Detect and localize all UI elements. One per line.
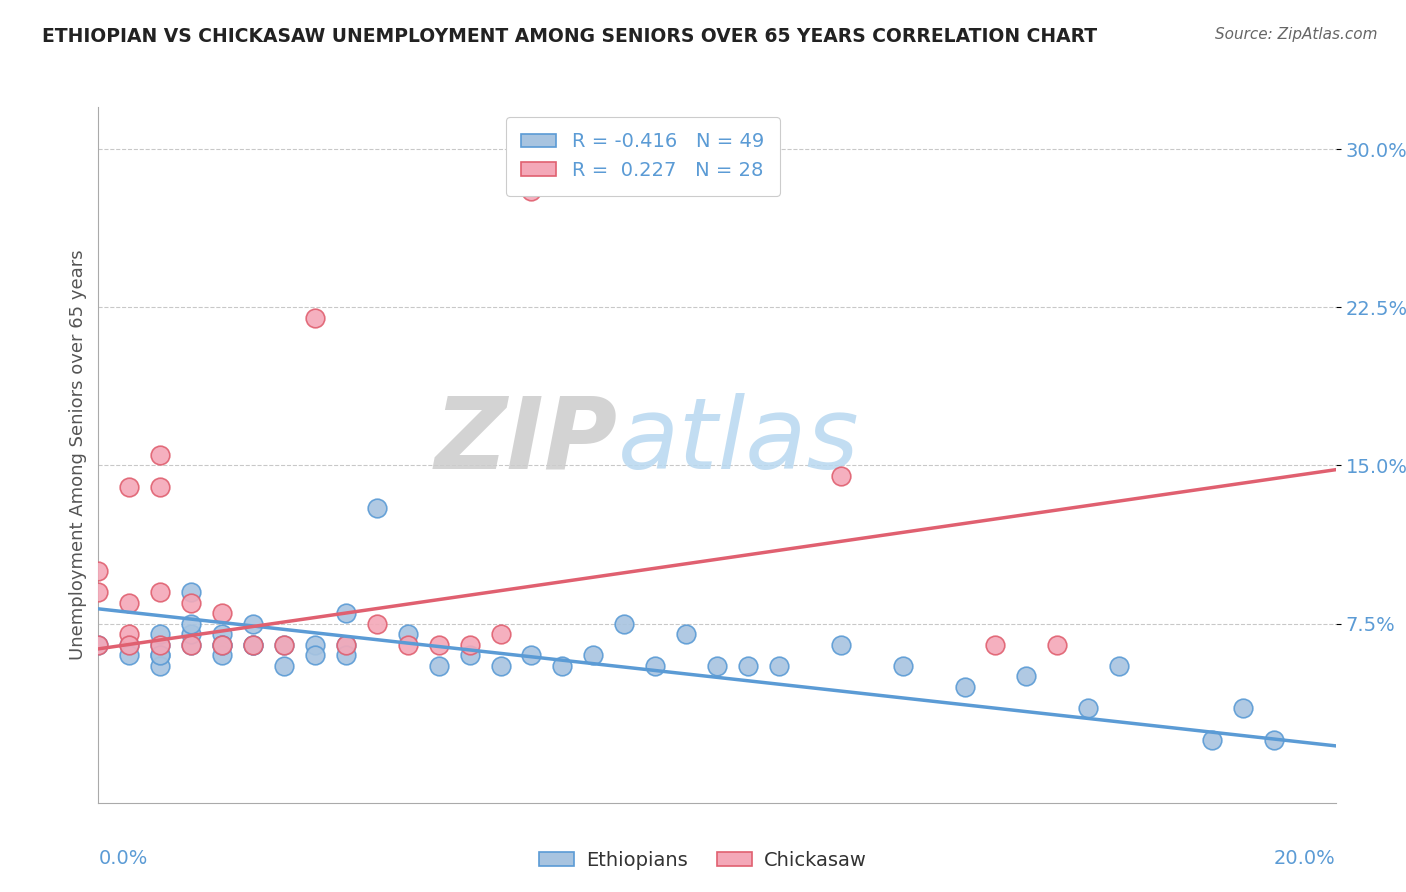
Point (1108, 658, 1130, 673)
Point (211, 638, 233, 652)
Point (273, 638, 295, 652)
Point (675, 627, 697, 641)
Point (1232, 701, 1254, 715)
Point (1046, 638, 1069, 652)
Point (242, 638, 264, 652)
Point (304, 638, 326, 652)
Point (335, 606, 357, 620)
Point (1201, 732, 1223, 747)
Point (211, 638, 233, 652)
Point (149, 479, 172, 493)
Point (613, 616, 636, 631)
Point (149, 638, 172, 652)
Point (242, 638, 264, 652)
Point (582, 648, 605, 663)
Point (118, 638, 141, 652)
Point (830, 469, 852, 483)
Legend: Ethiopians, Chickasaw: Ethiopians, Chickasaw (531, 843, 875, 878)
Text: 0.0%: 0.0% (98, 849, 148, 868)
Point (87, 638, 110, 652)
Point (1015, 669, 1038, 683)
Point (273, 658, 295, 673)
Point (211, 606, 233, 620)
Point (149, 648, 172, 663)
Point (211, 648, 233, 663)
Point (87, 638, 110, 652)
Point (891, 658, 914, 673)
Point (335, 638, 357, 652)
Point (87, 585, 110, 599)
Point (211, 627, 233, 641)
Point (1077, 701, 1099, 715)
Text: Source: ZipAtlas.com: Source: ZipAtlas.com (1215, 27, 1378, 42)
Point (149, 448, 172, 462)
Point (87, 564, 110, 578)
Point (427, 658, 450, 673)
Y-axis label: Unemployment Among Seniors over 65 years: Unemployment Among Seniors over 65 years (69, 250, 87, 660)
Point (180, 595, 202, 609)
Point (180, 638, 202, 652)
Point (180, 585, 202, 599)
Point (180, 616, 202, 631)
Point (984, 638, 1007, 652)
Point (211, 638, 233, 652)
Point (273, 638, 295, 652)
Point (489, 658, 512, 673)
Text: ETHIOPIAN VS CHICKASAW UNEMPLOYMENT AMONG SENIORS OVER 65 YEARS CORRELATION CHAR: ETHIOPIAN VS CHICKASAW UNEMPLOYMENT AMON… (42, 27, 1097, 45)
Point (520, 648, 543, 663)
Point (366, 616, 388, 631)
Point (458, 648, 481, 663)
Point (1263, 732, 1285, 747)
Point (149, 585, 172, 599)
Point (737, 658, 759, 673)
Point (180, 627, 202, 641)
Text: ZIP: ZIP (434, 392, 619, 490)
Point (489, 627, 512, 641)
Point (427, 638, 450, 652)
Point (335, 638, 357, 652)
Point (396, 638, 419, 652)
Point (304, 648, 326, 663)
Point (768, 658, 790, 673)
Point (551, 658, 574, 673)
Point (520, 185, 543, 199)
Text: 20.0%: 20.0% (1274, 849, 1336, 868)
Legend: R = -0.416   N = 49, R =  0.227   N = 28: R = -0.416 N = 49, R = 0.227 N = 28 (506, 117, 780, 195)
Point (953, 680, 976, 694)
Point (180, 638, 202, 652)
Point (396, 627, 419, 641)
Point (149, 658, 172, 673)
Point (706, 658, 728, 673)
Point (118, 638, 141, 652)
Point (118, 627, 141, 641)
Point (304, 310, 326, 325)
Point (335, 648, 357, 663)
Point (149, 638, 172, 652)
Point (830, 638, 852, 652)
Point (118, 648, 141, 663)
Point (242, 616, 264, 631)
Point (644, 658, 666, 673)
Point (242, 638, 264, 652)
Point (118, 595, 141, 609)
Point (118, 479, 141, 493)
Point (366, 500, 388, 515)
Text: atlas: atlas (619, 392, 859, 490)
Point (458, 638, 481, 652)
Point (149, 648, 172, 663)
Point (149, 627, 172, 641)
